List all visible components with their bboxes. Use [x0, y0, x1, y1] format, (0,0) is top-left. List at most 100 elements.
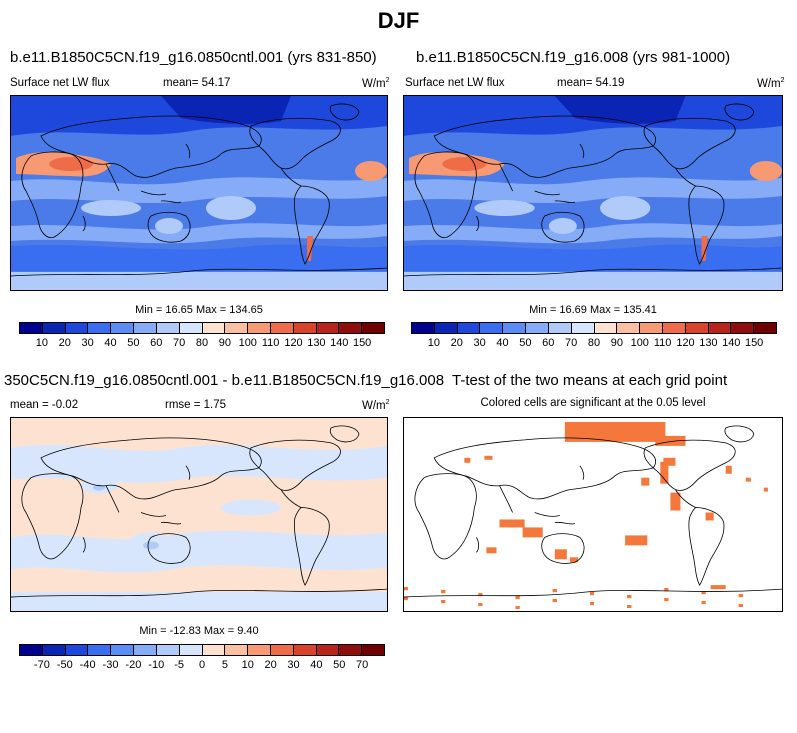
- panel2-map: [403, 95, 783, 291]
- panel3-colorbar-swatch: [65, 645, 89, 655]
- panel2-colorbar-swatch: [480, 323, 504, 333]
- panel3-colorbar-tick-label: 40: [310, 659, 323, 671]
- panel2-colorbar-swatch: [617, 323, 641, 333]
- panel3-colorbar-swatch: [20, 645, 43, 655]
- panel3-colorbar-swatch: [42, 645, 66, 655]
- panel3-minmax: Min = -12.83 Max = 9.40: [139, 625, 259, 637]
- panel2-colorbar-swatch: [457, 323, 481, 333]
- panel1-colorbar-tick-label: 20: [58, 337, 71, 349]
- panel4-subtitle: Colored cells are significant at the 0.0…: [480, 397, 706, 409]
- panel2-colorbar: [411, 322, 777, 334]
- panel2-colorbar-tick-label: 50: [519, 337, 532, 349]
- panel3-colorbar-swatch: [202, 645, 226, 655]
- panel2-colorbar-swatch: [685, 323, 709, 333]
- panel2-colorbar-swatch: [412, 323, 435, 333]
- panel2-title: b.e11.B1850C5CN.f19_g16.008 (yrs 981-100…: [416, 49, 731, 66]
- panel4-map-plot: [404, 418, 782, 611]
- panel1-colorbar-tick-label: 40: [104, 337, 117, 349]
- panel2-colorbar-tick-label: 150: [744, 337, 764, 349]
- panel1-colorbar-tick-label: 10: [35, 337, 48, 349]
- panel2-colorbar-tick-label: 20: [450, 337, 463, 349]
- panel3-colorbar-swatch: [248, 645, 271, 655]
- panel2-minmax: Min = 16.69 Max = 135.41: [529, 304, 657, 316]
- panel2-variable: Surface net LW flux: [405, 77, 505, 89]
- panel2-colorbar-tick-label: 140: [722, 337, 741, 349]
- panel1-colorbar-swatch: [111, 323, 135, 333]
- panel1-colorbar-swatch: [202, 323, 226, 333]
- panel1-colorbar-swatch: [225, 323, 249, 333]
- panel3-colorbar-swatch: [293, 645, 317, 655]
- panel3-rmse: rmse = 1.75: [165, 399, 227, 411]
- panel2-colorbar-swatch: [754, 323, 776, 333]
- panel1-colorbar-tick-label: 140: [330, 337, 349, 349]
- panel1-colorbar-tick-label: 150: [352, 337, 372, 349]
- panel1-minmax: Min = 16.65 Max = 134.65: [135, 304, 263, 316]
- panel3-title: 350C5CN.f19_g16.0850cntl.001 - b.e11.B18…: [4, 372, 445, 389]
- panel1-map: [10, 95, 388, 291]
- panel2-colorbar-tick-label: 110: [653, 337, 672, 349]
- panel1-colorbar-tick-label: 30: [81, 337, 94, 349]
- panel3-colorbar-ticks: -70 -50 -40 -30 -20 -10 -5 0 5 10 20 30 40 50 70: [19, 659, 385, 673]
- panel1-colorbar-tick-label: 60: [150, 337, 163, 349]
- panel2-map-plot: [404, 96, 782, 290]
- panel4-map: [403, 417, 783, 612]
- panel3-colorbar-swatch: [339, 645, 363, 655]
- panel2-colorbar-tick-label: 120: [676, 337, 695, 349]
- panel4-title: T-test of the two means at each grid poi…: [452, 372, 728, 389]
- panel2-colorbar-tick-label: 80: [587, 337, 601, 349]
- panel1-colorbar-swatch: [362, 323, 384, 333]
- panel2-colorbar-tick-label: 100: [630, 337, 649, 349]
- panel3-colorbar-tick-label: -20: [125, 659, 142, 671]
- panel3-colorbar-tick-label: 70: [356, 659, 369, 671]
- panel3-colorbar-tick-label: 0: [198, 659, 206, 671]
- panel3-colorbar-swatch: [156, 645, 180, 655]
- panel1-colorbar-swatch: [248, 323, 271, 333]
- panel3-colorbar-swatch: [88, 645, 112, 655]
- panel1-colorbar-tick-label: 130: [307, 337, 326, 349]
- panel1-colorbar-swatch: [42, 323, 66, 333]
- panel2-colorbar-tick-label: 30: [473, 337, 486, 349]
- panel1-colorbar-ticks: 10 20 30 40 50 60 70 80 90 100 110 120 130 140 150: [19, 337, 385, 351]
- panel3-mean: mean = -0.02: [10, 399, 79, 411]
- panel3-colorbar-tick-label: 10: [241, 659, 254, 671]
- panel2-colorbar-swatch: [731, 323, 755, 333]
- panel3-colorbar-swatch: [225, 645, 249, 655]
- panel2-colorbar-swatch: [503, 323, 527, 333]
- panel3-colorbar-tick-label: -40: [79, 659, 96, 671]
- panel1-colorbar: [19, 322, 385, 334]
- panel1-units: W/m2: [362, 77, 390, 90]
- panel2-colorbar-swatch: [594, 323, 618, 333]
- panel2-units: W/m2: [757, 77, 785, 90]
- panel2-colorbar-tick-label: 70: [565, 337, 578, 349]
- panel2-colorbar-swatch: [571, 323, 595, 333]
- panel3-colorbar-tick-label: -5: [174, 659, 185, 671]
- panel3-colorbar-tick-label: -30: [102, 659, 119, 671]
- panel3-colorbar-swatch: [316, 645, 340, 655]
- panel3-map: [10, 417, 388, 612]
- figure-title: DJF: [377, 8, 420, 33]
- panel1-mean: mean= 54.17: [163, 77, 231, 89]
- panel2-colorbar-swatch: [662, 323, 686, 333]
- panel3-colorbar-swatch: [270, 645, 294, 655]
- panel3-colorbar-tick-label: -70: [33, 659, 50, 671]
- panel1-variable: Surface net LW flux: [10, 77, 110, 89]
- panel2-colorbar-swatch: [526, 323, 549, 333]
- panel1-colorbar-swatch: [156, 323, 180, 333]
- panel1-colorbar-tick-label: 100: [238, 337, 257, 349]
- panel3-colorbar-tick-label: 5: [221, 659, 228, 671]
- panel3-colorbar-swatch: [179, 645, 203, 655]
- panel2-colorbar-tick-label: 90: [610, 337, 623, 349]
- panel2-colorbar-swatch: [548, 323, 572, 333]
- panel2-colorbar-swatch: [434, 323, 458, 333]
- panel3-colorbar-swatch: [111, 645, 135, 655]
- panel3-units: W/m2: [362, 399, 390, 412]
- panel1-colorbar-swatch: [293, 323, 317, 333]
- panel1-colorbar-swatch: [20, 323, 43, 333]
- panel1-colorbar-tick-label: 50: [127, 337, 140, 349]
- panel2-colorbar-tick-label: 10: [427, 337, 440, 349]
- panel1-colorbar-swatch: [134, 323, 157, 333]
- panel1-colorbar-tick-label: 120: [284, 337, 303, 349]
- panel1-colorbar-swatch: [270, 323, 294, 333]
- panel3-colorbar-tick-label: -50: [56, 659, 73, 671]
- panel3-colorbar-tick-label: 50: [333, 659, 346, 671]
